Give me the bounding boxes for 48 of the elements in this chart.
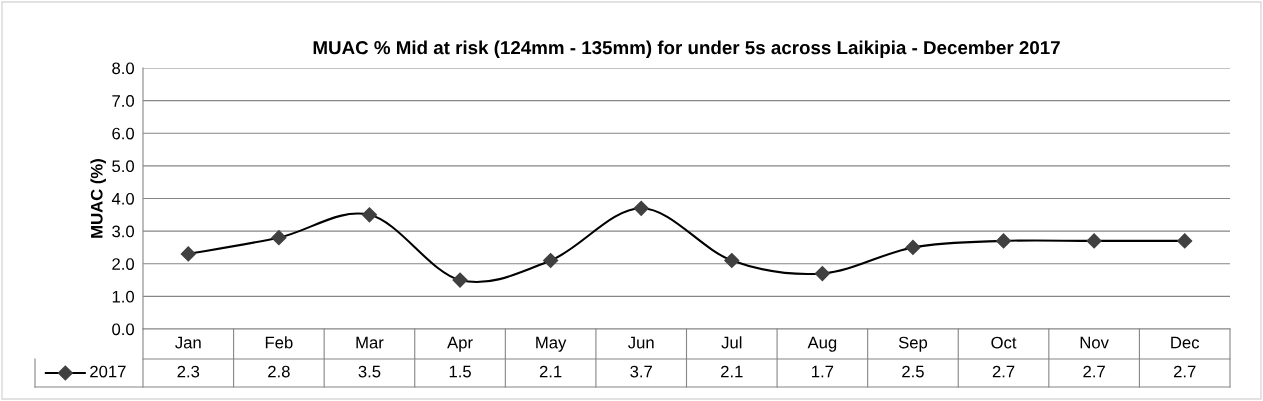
point <box>361 207 378 223</box>
x-tick-label: Jan <box>175 336 201 349</box>
x-tick-label: Jun <box>628 336 654 349</box>
x-tick-label: Feb <box>265 336 293 349</box>
data-label: 2.1 <box>721 365 743 378</box>
x-tick-label: Oct <box>991 336 1017 349</box>
point <box>724 252 740 269</box>
data-label: 2.5 <box>902 365 924 378</box>
data-label: 2.3 <box>177 365 200 378</box>
x-tick-label: Apr <box>447 336 473 352</box>
y-tick-label: 4.0 <box>111 192 135 205</box>
x-tick-label: Jul <box>721 336 742 349</box>
y-tick-label: 0.0 <box>112 323 135 336</box>
point <box>543 252 559 269</box>
y-tick-label: 5.0 <box>112 160 135 173</box>
data-label: 2.8 <box>268 365 290 378</box>
x-tick-label: May <box>536 336 567 352</box>
y-tick-label: 6.0 <box>112 127 135 140</box>
point <box>1177 233 1193 249</box>
y-tick-label: 8.0 <box>112 62 135 75</box>
point <box>271 230 287 246</box>
data-label: 1.5 <box>449 365 471 378</box>
y-axis-title: MUAC (%) <box>90 159 106 238</box>
x-tick-label: Dec <box>1171 336 1200 349</box>
point <box>814 265 830 282</box>
y-tick-label: 7.0 <box>112 95 135 107</box>
data-label: 2.7 <box>1083 365 1105 378</box>
data-label: 2.1 <box>539 365 562 378</box>
data-label: 2.7 <box>1173 365 1196 378</box>
point <box>633 200 649 216</box>
point <box>180 246 196 262</box>
x-tick-label: Mar <box>356 336 384 349</box>
point <box>995 233 1012 249</box>
x-tick-label: Sep <box>898 336 928 352</box>
data-label: 1.7 <box>812 365 834 378</box>
x-tick-label: Nov <box>1080 336 1109 349</box>
x-tick-label: Aug <box>807 336 837 352</box>
y-tick-label: 2.0 <box>112 258 135 270</box>
data-label: 3.5 <box>358 365 381 378</box>
chart-title: MUAC % Mid at risk (124mm - 135mm) for under 5s across Laikipia - December 2017 <box>313 40 1060 58</box>
data-label: 2.7 <box>992 365 1015 378</box>
point <box>452 272 468 288</box>
y-tick-label: 1.0 <box>112 290 135 303</box>
legend-label: 2017 <box>90 365 126 378</box>
y-tick-label: 3.0 <box>112 225 135 238</box>
point <box>905 239 921 256</box>
data-label: 3.7 <box>630 365 652 378</box>
point <box>1086 233 1102 249</box>
